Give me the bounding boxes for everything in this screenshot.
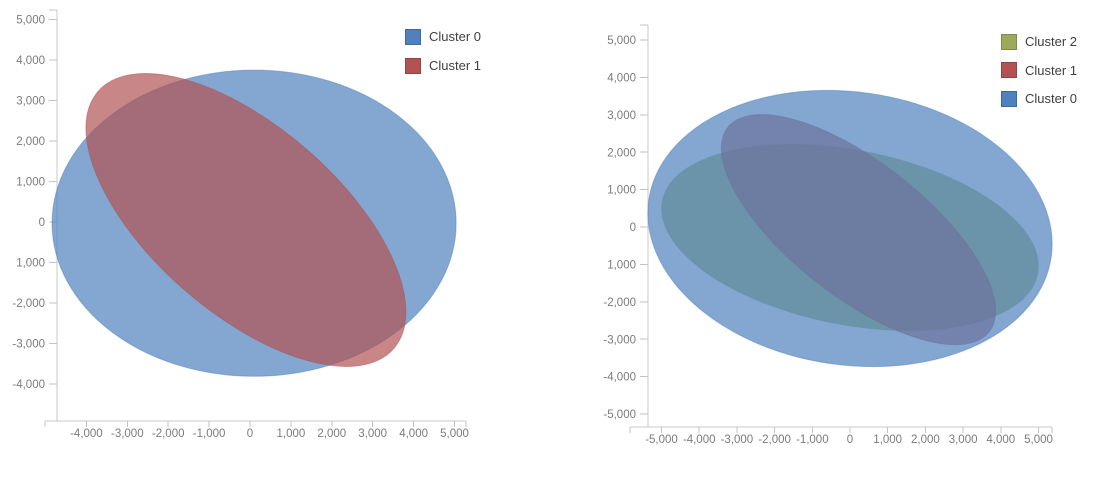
- x-tick-label: -2,000: [758, 434, 791, 446]
- legend-label: Cluster 0: [1025, 91, 1078, 106]
- x-tick-label: -4,000: [70, 428, 103, 440]
- x-tick-label: 0: [847, 434, 853, 446]
- y-tick-label: 4,000: [607, 73, 636, 85]
- y-tick-label: 4,000: [16, 55, 45, 67]
- cluster-ellipse-cluster-0: [647, 89, 1053, 368]
- tick-labels: 5,000 4,000 3,000 2,000 1,000 0 1,000 -2,000 -3,…: [603, 35, 1053, 446]
- y-tick-label: -4,000: [12, 379, 45, 391]
- x-tick-label: 3,000: [358, 428, 387, 440]
- legend-swatch: [1001, 90, 1017, 107]
- y-tick-label: 1,000: [16, 177, 45, 189]
- tick-marks: [44, 9, 467, 427]
- legend-label: Cluster 1: [429, 58, 482, 73]
- legend-swatch: [405, 28, 421, 45]
- x-tick-label: -5,000: [645, 434, 678, 446]
- x-tick-label: -4,000: [683, 434, 716, 446]
- y-tick-label: 2,000: [607, 147, 636, 159]
- cluster-ellipses: [51, 69, 457, 377]
- x-tick-label: 1,000: [277, 428, 306, 440]
- y-tick-label: -2,000: [603, 297, 636, 309]
- x-tick-label: 1,000: [873, 434, 902, 446]
- legend-label: Cluster 2: [1025, 34, 1078, 49]
- x-tick-label: -3,000: [721, 434, 754, 446]
- cluster-ellipses: [647, 89, 1053, 368]
- y-tick-label: 1,000: [607, 185, 636, 197]
- x-tick-label: 5,000: [440, 428, 469, 440]
- tick-marks: [629, 24, 1053, 433]
- legend-item-cluster-0[interactable]: Cluster 0: [1001, 90, 1077, 107]
- y-tick-label: -3,000: [12, 339, 45, 351]
- tick-labels: 5,000 4,000 3,000 2,000 1,000 0 1,000 -2,000 -3,…: [12, 15, 469, 440]
- cluster-ellipse-cluster-1: [85, 72, 407, 367]
- legend-swatch: [405, 57, 421, 74]
- x-tick-label: 4,000: [399, 428, 428, 440]
- y-tick-label: -5,000: [603, 409, 636, 421]
- legend-item-cluster-0[interactable]: Cluster 0: [405, 28, 481, 45]
- x-tick-label: 2,000: [911, 434, 940, 446]
- x-tick-label: -3,000: [111, 428, 144, 440]
- axes: [630, 25, 1052, 428]
- y-tick-label: 1,000: [16, 258, 45, 270]
- legend-swatch: [1001, 33, 1017, 50]
- x-tick-label: 0: [247, 428, 253, 440]
- y-tick-label: 2,000: [16, 136, 45, 148]
- legend-label: Cluster 1: [1025, 62, 1078, 78]
- legend-swatch: [1001, 62, 1017, 78]
- y-tick-label: 3,000: [16, 96, 45, 108]
- y-tick-label: -4,000: [603, 372, 636, 384]
- x-tick-label: 4,000: [986, 434, 1015, 446]
- legend-item-cluster-1[interactable]: Cluster 1: [1001, 62, 1077, 79]
- x-tick-label: -1,000: [193, 428, 226, 440]
- y-tick-label: 0: [630, 222, 636, 234]
- x-tick-label: -1,000: [796, 434, 829, 446]
- x-tick-label: 2,000: [317, 428, 346, 440]
- x-tick-label: 3,000: [949, 434, 978, 446]
- legend-item-cluster-2[interactable]: Cluster 2: [1001, 33, 1077, 50]
- x-tick-label: 5,000: [1024, 434, 1053, 446]
- y-tick-label: 5,000: [16, 15, 45, 27]
- x-tick-label: -2,000: [152, 428, 185, 440]
- y-tick-label: -3,000: [603, 334, 636, 346]
- y-tick-label: -2,000: [12, 298, 45, 310]
- y-tick-label: 0: [39, 217, 45, 229]
- y-tick-label: 1,000: [607, 260, 636, 272]
- y-tick-label: 3,000: [607, 110, 636, 122]
- legend-item-cluster-1[interactable]: Cluster 1: [405, 57, 481, 74]
- y-tick-label: 5,000: [607, 35, 636, 47]
- legend-label: Cluster 0: [429, 29, 482, 44]
